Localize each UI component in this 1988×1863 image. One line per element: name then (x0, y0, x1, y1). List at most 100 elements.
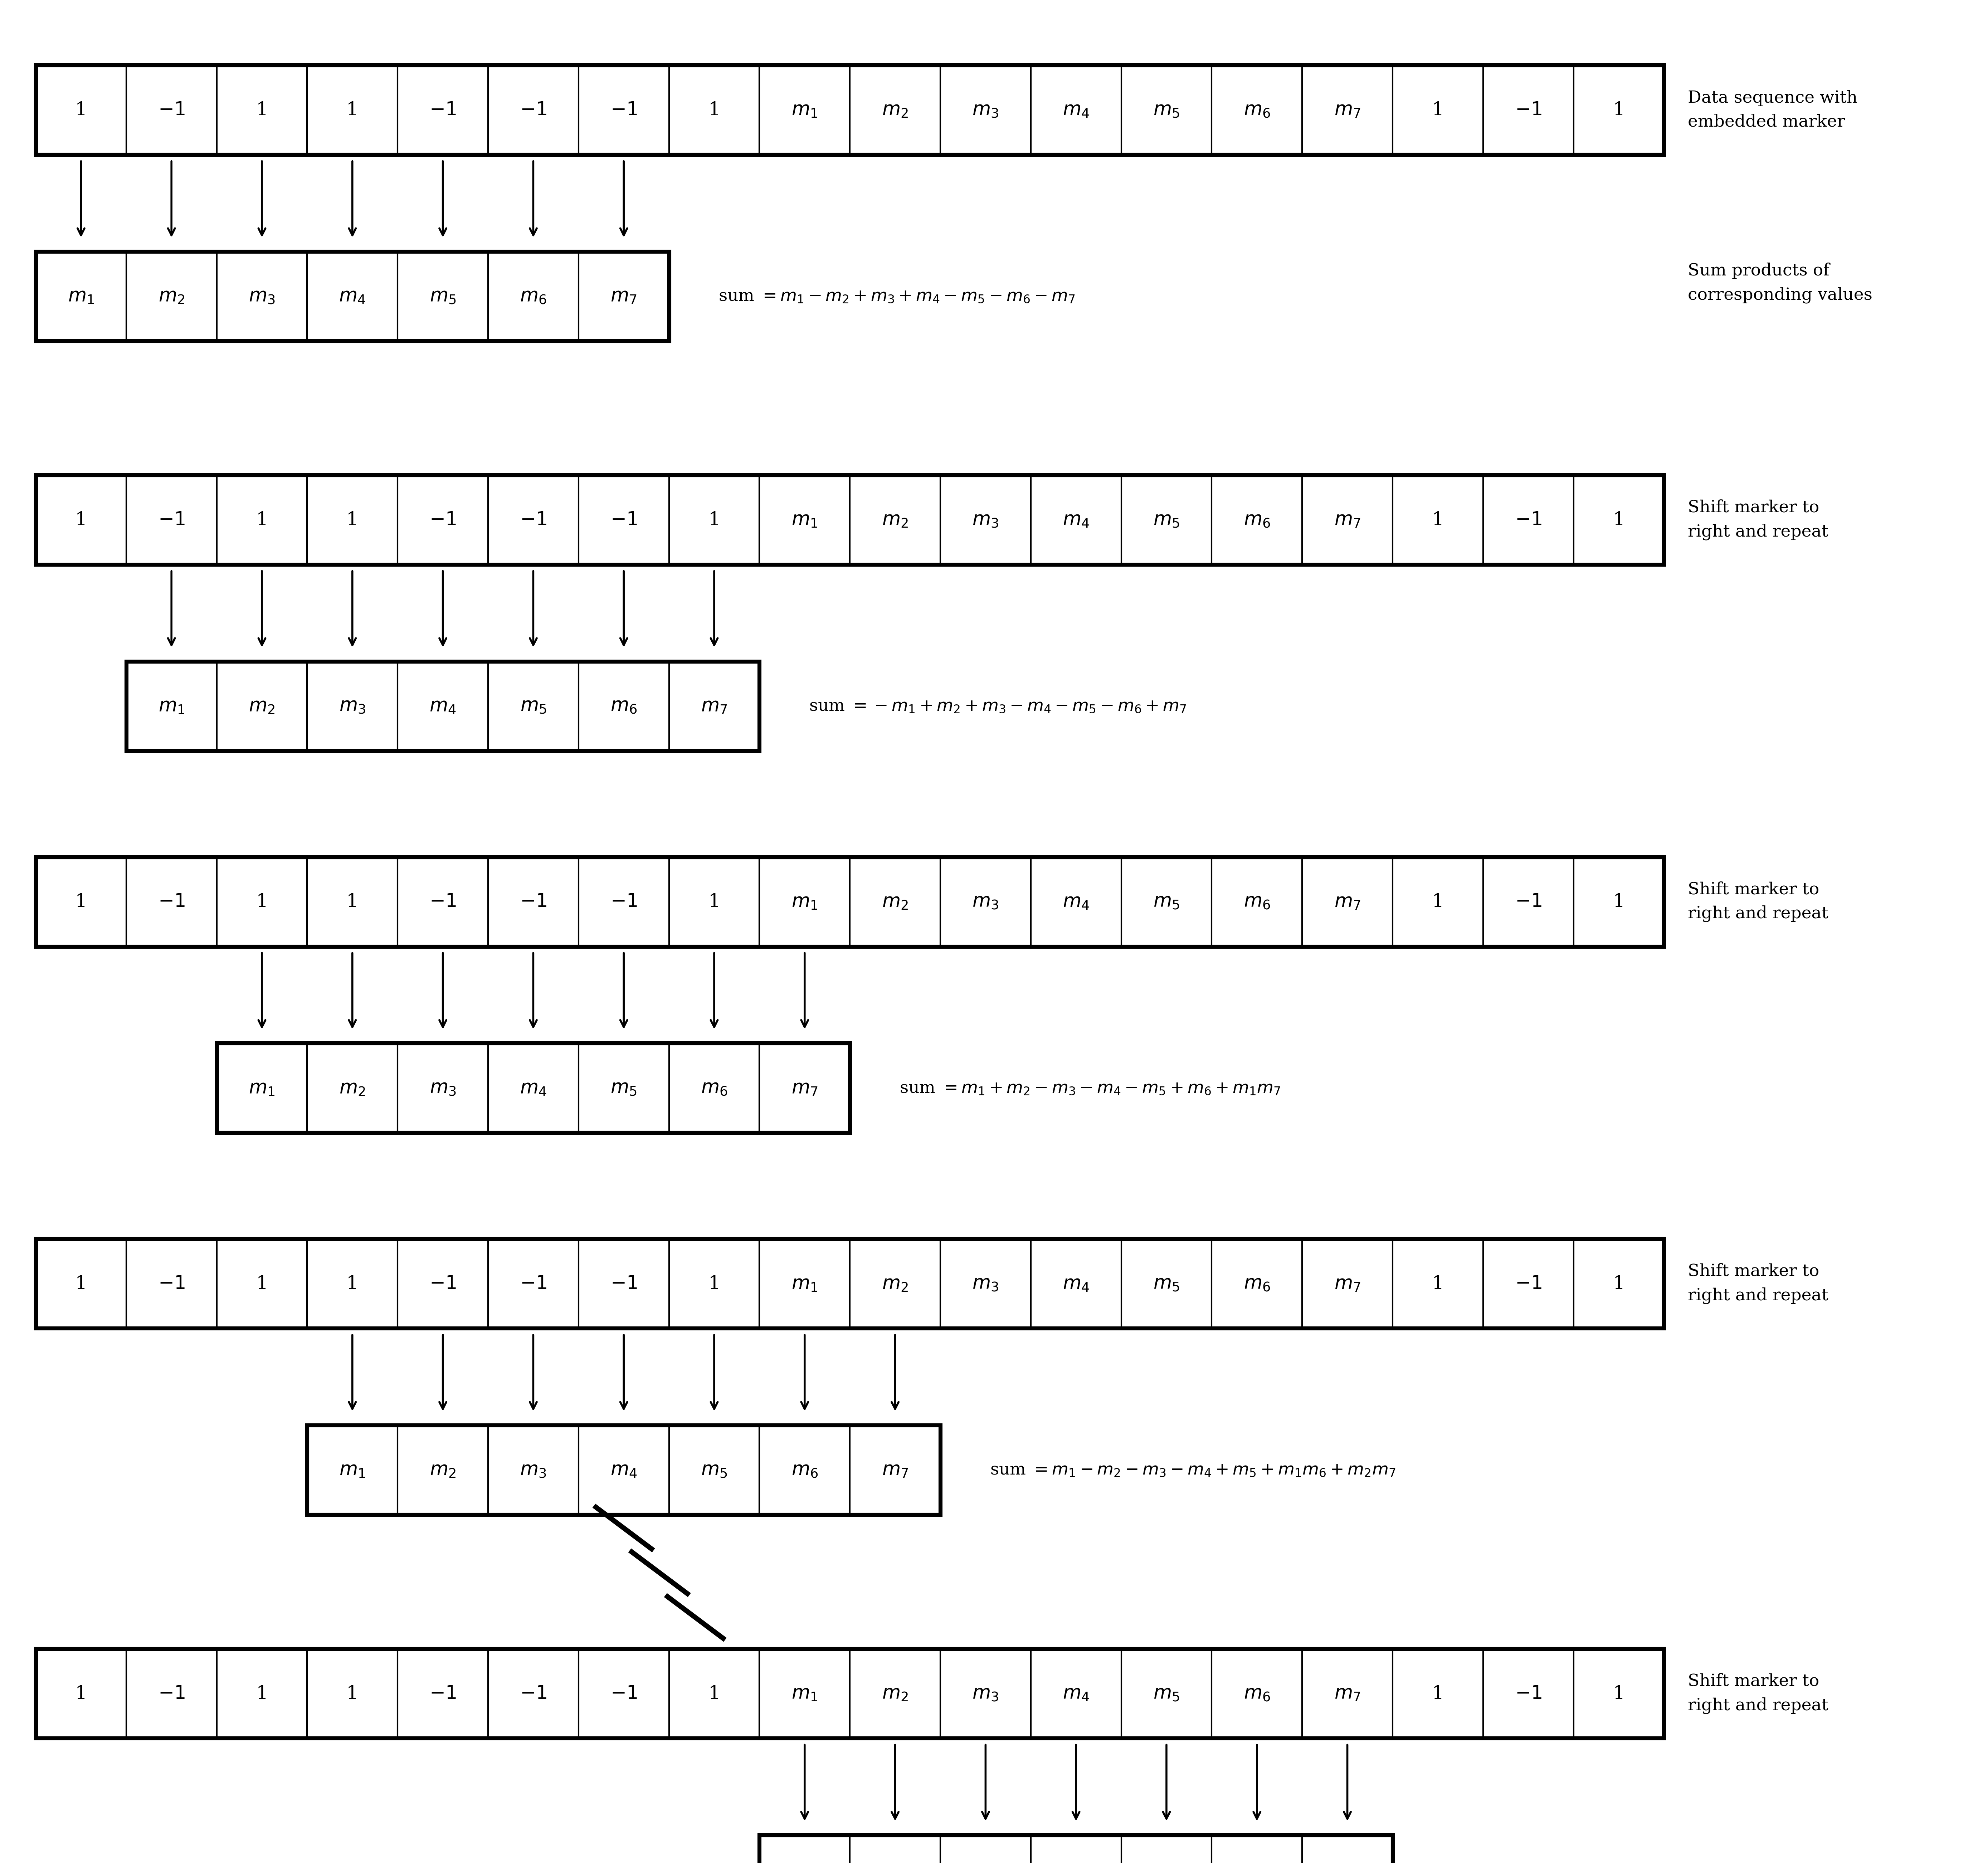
Text: $m_1$: $m_1$ (248, 1079, 274, 1097)
Text: $m_1$: $m_1$ (791, 1684, 817, 1703)
Text: 1: 1 (1612, 1684, 1624, 1703)
Text: 1: 1 (76, 892, 87, 911)
Text: $-1$: $-1$ (1515, 1274, 1541, 1293)
Text: $-1$: $-1$ (429, 1274, 455, 1293)
Text: $m_5$: $m_5$ (1153, 1274, 1179, 1293)
Text: $-1$: $-1$ (521, 1274, 547, 1293)
Text: $-1$: $-1$ (1515, 101, 1541, 119)
Text: $m_4$: $m_4$ (429, 697, 455, 715)
Bar (36, 475, 1664, 564)
Text: $-1$: $-1$ (610, 892, 636, 911)
Text: $m_5$: $m_5$ (1153, 1684, 1179, 1703)
Text: $m_1$: $m_1$ (159, 697, 185, 715)
Text: 1: 1 (708, 510, 720, 529)
Text: Data sequence with
embedded marker: Data sequence with embedded marker (1688, 89, 1857, 130)
Text: $m_4$: $m_4$ (1064, 892, 1089, 911)
Text: $-1$: $-1$ (1515, 1684, 1541, 1703)
Text: 1: 1 (1612, 510, 1624, 529)
Bar (36, 1239, 1664, 1328)
Text: $-1$: $-1$ (1515, 892, 1541, 911)
Text: $m_7$: $m_7$ (1334, 1274, 1360, 1293)
Text: $m_3$: $m_3$ (972, 101, 998, 119)
Text: $m_5$: $m_5$ (1153, 892, 1179, 911)
Text: 1: 1 (76, 1684, 87, 1703)
Text: 1: 1 (708, 1274, 720, 1293)
Bar (127, 661, 759, 751)
Text: $m_2$: $m_2$ (340, 1079, 366, 1097)
Text: $m_4$: $m_4$ (340, 287, 366, 306)
Text: $m_7$: $m_7$ (1334, 1684, 1360, 1703)
Text: 1: 1 (256, 1684, 268, 1703)
Text: $m_1$: $m_1$ (791, 1274, 817, 1293)
Text: $m_1$: $m_1$ (791, 510, 817, 529)
Text: Shift marker to
right and repeat: Shift marker to right and repeat (1688, 499, 1829, 540)
Text: Shift marker to
right and repeat: Shift marker to right and repeat (1688, 881, 1829, 922)
Text: $m_6$: $m_6$ (1244, 101, 1270, 119)
Text: 1: 1 (708, 1684, 720, 1703)
Bar (36, 857, 1664, 946)
Text: $m_7$: $m_7$ (610, 287, 636, 306)
Text: $m_6$: $m_6$ (1244, 510, 1270, 529)
Text: 1: 1 (76, 101, 87, 119)
Text: $-1$: $-1$ (159, 1684, 185, 1703)
Text: $m_6$: $m_6$ (791, 1461, 817, 1479)
Text: $-1$: $-1$ (429, 510, 455, 529)
Text: $m_7$: $m_7$ (1334, 892, 1360, 911)
Text: 1: 1 (76, 510, 87, 529)
Text: $m_1$: $m_1$ (791, 101, 817, 119)
Text: 1: 1 (1431, 1684, 1443, 1703)
Text: $m_4$: $m_4$ (1064, 510, 1089, 529)
Text: $m_4$: $m_4$ (1064, 1274, 1089, 1293)
Bar (36, 65, 1664, 155)
Text: 1: 1 (708, 892, 720, 911)
Text: $m_2$: $m_2$ (883, 892, 909, 911)
Text: 1: 1 (1431, 510, 1443, 529)
Text: $m_2$: $m_2$ (429, 1461, 455, 1479)
Text: $m_6$: $m_6$ (1244, 1274, 1270, 1293)
Text: 1: 1 (346, 892, 358, 911)
Text: $m_4$: $m_4$ (521, 1079, 547, 1097)
Text: $m_3$: $m_3$ (972, 1274, 998, 1293)
Text: 1: 1 (1612, 1274, 1624, 1293)
Text: $-1$: $-1$ (429, 1684, 455, 1703)
Text: 1: 1 (346, 510, 358, 529)
Text: $m_3$: $m_3$ (521, 1461, 547, 1479)
Text: $m_2$: $m_2$ (248, 697, 274, 715)
Text: $m_4$: $m_4$ (1064, 1684, 1089, 1703)
Text: sum $= m_1 - m_2 - m_3 - m_4 + m_5 + m_1m_6 + m_2m_7$: sum $= m_1 - m_2 - m_3 - m_4 + m_5 + m_1… (990, 1462, 1396, 1477)
Text: $m_6$: $m_6$ (610, 697, 636, 715)
Text: $m_7$: $m_7$ (791, 1079, 817, 1097)
Text: 1: 1 (346, 1684, 358, 1703)
Text: $m_7$: $m_7$ (1334, 510, 1360, 529)
Bar (306, 1425, 940, 1515)
Text: $m_5$: $m_5$ (610, 1079, 636, 1097)
Text: 1: 1 (1431, 892, 1443, 911)
Text: Shift marker to
right and repeat: Shift marker to right and repeat (1688, 1673, 1829, 1714)
Text: $m_2$: $m_2$ (883, 510, 909, 529)
Text: $m_7$: $m_7$ (1334, 101, 1360, 119)
Text: $m_6$: $m_6$ (521, 287, 547, 306)
Text: Sum products of
corresponding values: Sum products of corresponding values (1688, 263, 1873, 304)
Text: 1: 1 (346, 1274, 358, 1293)
Text: $-1$: $-1$ (1515, 510, 1541, 529)
Text: $m_5$: $m_5$ (702, 1461, 728, 1479)
Text: $-1$: $-1$ (429, 892, 455, 911)
Text: $m_5$: $m_5$ (521, 697, 547, 715)
Text: $-1$: $-1$ (159, 101, 185, 119)
Text: $m_1$: $m_1$ (68, 287, 93, 306)
Text: $-1$: $-1$ (521, 892, 547, 911)
Text: 1: 1 (346, 101, 358, 119)
Text: sum $= m_1 + m_2 - m_3 - m_4 - m_5 + m_6 + m_1m_7$: sum $= m_1 + m_2 - m_3 - m_4 - m_5 + m_6… (899, 1081, 1280, 1095)
Text: $-1$: $-1$ (159, 892, 185, 911)
Text: $m_5$: $m_5$ (1153, 101, 1179, 119)
Text: Shift marker to
right and repeat: Shift marker to right and repeat (1688, 1263, 1829, 1304)
Text: $-1$: $-1$ (610, 1274, 636, 1293)
Text: 1: 1 (1612, 892, 1624, 911)
Text: $m_3$: $m_3$ (248, 287, 274, 306)
Text: $-1$: $-1$ (521, 1684, 547, 1703)
Text: $m_7$: $m_7$ (883, 1461, 909, 1479)
Text: $-1$: $-1$ (521, 510, 547, 529)
Text: sum $= -m_1 + m_2 + m_3 - m_4 - m_5 - m_6 + m_7$: sum $= -m_1 + m_2 + m_3 - m_4 - m_5 - m_… (809, 699, 1187, 714)
Text: $m_3$: $m_3$ (429, 1079, 455, 1097)
Text: $m_6$: $m_6$ (702, 1079, 728, 1097)
